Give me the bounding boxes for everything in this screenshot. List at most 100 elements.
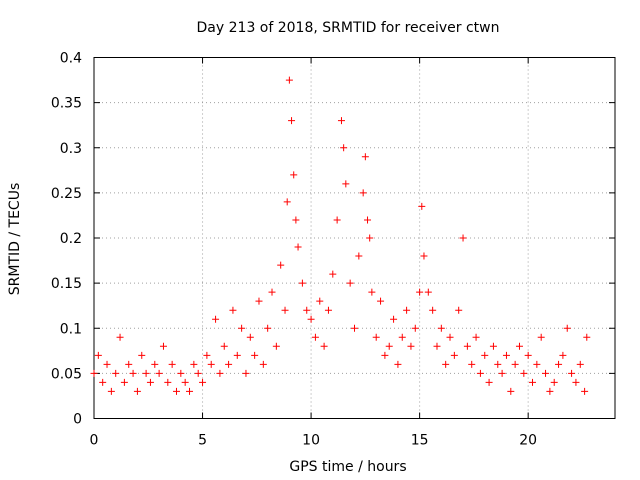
y-tick-label: 0.1: [60, 321, 82, 337]
data-point: [433, 342, 441, 350]
data-point: [107, 387, 115, 395]
data-point: [333, 216, 341, 224]
data-point: [159, 342, 167, 350]
data-point: [125, 360, 133, 368]
data-point: [446, 333, 454, 341]
data-point: [225, 360, 233, 368]
data-point: [133, 387, 141, 395]
x-tick-label: 0: [90, 433, 99, 449]
data-point: [520, 369, 528, 377]
data-point: [259, 360, 267, 368]
data-point: [342, 180, 350, 188]
y-axis-label: SRMTID / TECUs: [7, 183, 23, 296]
data-point: [138, 351, 146, 359]
data-point: [472, 333, 480, 341]
data-point: [290, 171, 298, 179]
data-point: [337, 117, 345, 125]
data-point: [212, 315, 220, 323]
data-point: [498, 369, 506, 377]
data-point: [272, 342, 280, 350]
data-point: [155, 369, 163, 377]
data-point: [194, 369, 202, 377]
data-point: [459, 234, 467, 242]
data-point: [229, 306, 237, 314]
tick-layer: 0 0.05 0.1 0.15 0.2 0.25 0.3 0.35 0.4 0 5 10 15 20: [51, 51, 615, 449]
data-point: [563, 324, 571, 332]
data-point: [94, 351, 102, 359]
data-point: [576, 360, 584, 368]
x-tick-label: 20: [519, 433, 537, 449]
data-point: [292, 216, 300, 224]
data-point: [355, 252, 363, 260]
data-point: [303, 306, 311, 314]
data-point: [99, 378, 107, 386]
data-point: [168, 360, 176, 368]
data-point: [120, 378, 128, 386]
data-point: [368, 288, 376, 296]
data-point: [555, 360, 563, 368]
y-tick-label: 0.15: [51, 276, 82, 292]
data-point: [246, 333, 254, 341]
data-point: [233, 351, 241, 359]
y-tick-label: 0.2: [60, 231, 82, 247]
data-point: [116, 333, 124, 341]
data-point: [329, 270, 337, 278]
data-point: [351, 324, 358, 332]
data-point: [320, 342, 328, 350]
data-point: [442, 360, 450, 368]
data-point: [550, 378, 558, 386]
data-point: [90, 369, 98, 377]
data-point: [476, 369, 484, 377]
data-point: [416, 288, 424, 296]
data-point: [429, 306, 437, 314]
data-point: [542, 369, 550, 377]
data-point: [207, 360, 215, 368]
data-point: [264, 324, 272, 332]
data-point: [455, 306, 463, 314]
data-point: [172, 387, 180, 395]
data-point: [418, 202, 426, 210]
data-points: [90, 76, 591, 395]
data-point: [316, 297, 324, 305]
data-point: [524, 351, 532, 359]
data-point: [255, 297, 263, 305]
data-point: [181, 378, 189, 386]
data-point: [164, 378, 172, 386]
data-point: [533, 360, 541, 368]
data-point: [288, 117, 296, 125]
data-point: [394, 360, 402, 368]
y-tick-label: 0.25: [51, 186, 82, 202]
data-point: [372, 333, 380, 341]
data-point: [568, 369, 576, 377]
data-point: [190, 360, 198, 368]
y-tick-label: 0.35: [51, 96, 82, 112]
data-point: [529, 378, 537, 386]
y-tick-label: 0: [73, 412, 82, 428]
data-point: [277, 261, 285, 269]
y-tick-label: 0.4: [60, 51, 82, 67]
data-point: [359, 189, 367, 197]
data-point: [385, 342, 393, 350]
data-point: [572, 378, 580, 386]
data-point: [398, 333, 406, 341]
data-point: [507, 387, 515, 395]
data-point: [142, 369, 150, 377]
data-point: [377, 297, 385, 305]
x-tick-label: 15: [411, 433, 429, 449]
data-point: [583, 333, 591, 341]
x-axis-label: GPS time / hours: [289, 459, 406, 475]
data-point: [420, 252, 428, 260]
data-point: [437, 324, 445, 332]
data-point: [285, 76, 293, 84]
data-point: [411, 324, 419, 332]
chart-title: Day 213 of 2018, SRMTID for receiver ctw…: [197, 20, 500, 36]
data-point: [294, 243, 302, 251]
data-point: [481, 351, 489, 359]
data-point: [103, 360, 111, 368]
data-point: [424, 288, 432, 296]
data-point: [251, 351, 259, 359]
data-point: [346, 279, 354, 287]
data-point: [112, 369, 120, 377]
data-point: [537, 333, 545, 341]
